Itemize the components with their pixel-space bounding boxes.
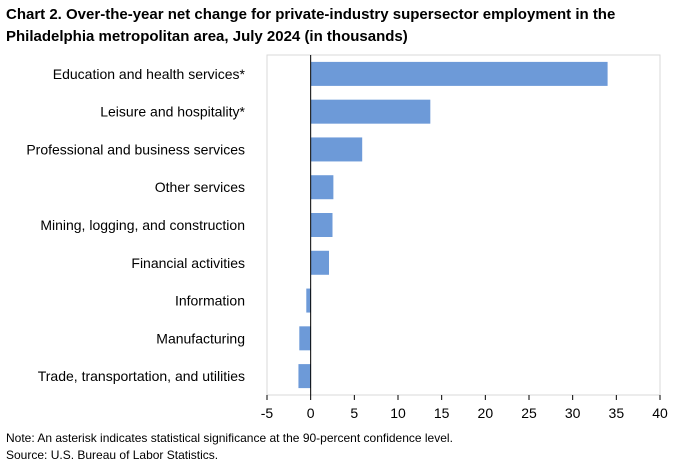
category-label: Trade, transportation, and utilities <box>38 368 245 384</box>
category-label: Leisure and hospitality* <box>100 104 245 120</box>
x-tick-label: 5 <box>350 405 358 421</box>
bar-1 <box>310 61 608 86</box>
category-labels: Education and health services* Leisure an… <box>26 66 245 384</box>
bar-4 <box>310 175 334 200</box>
x-tick-label: -5 <box>261 405 274 421</box>
bar-9 <box>298 364 311 389</box>
x-tick-label: 10 <box>390 405 406 421</box>
category-label: Education and health services* <box>53 66 246 82</box>
category-label: Manufacturing <box>156 330 245 346</box>
bar-8 <box>299 326 311 351</box>
plot-area <box>266 54 661 396</box>
category-label: Information <box>175 293 245 309</box>
x-tick-label: 40 <box>652 405 668 421</box>
x-tick-label: 15 <box>434 405 450 421</box>
chart-title: Chart 2. Over-the-year net change for pr… <box>6 6 616 45</box>
x-tick-label: 25 <box>521 405 537 421</box>
x-tick-label: 35 <box>609 405 625 421</box>
category-label: Professional and business services <box>26 141 245 157</box>
category-label: Mining, logging, and construction <box>40 217 245 233</box>
x-tick-label: 0 <box>307 405 315 421</box>
source-note: Source: U.S. Bureau of Labor Statistics. <box>6 448 219 462</box>
x-tick-label: 30 <box>565 405 581 421</box>
bar-3 <box>310 137 363 162</box>
bar-6 <box>310 250 330 275</box>
category-label: Other services <box>155 179 245 195</box>
bars-group <box>298 61 608 389</box>
bar-7 <box>306 288 311 313</box>
category-label: Financial activities <box>131 255 245 271</box>
footnote: Note: An asterisk indicates statistical … <box>6 431 453 445</box>
bar-2 <box>310 99 431 124</box>
x-tick-label: 20 <box>478 405 494 421</box>
bar-5 <box>310 213 333 237</box>
x-axis-ticks: -5 0 5 10 15 20 25 30 35 40 <box>261 395 668 421</box>
